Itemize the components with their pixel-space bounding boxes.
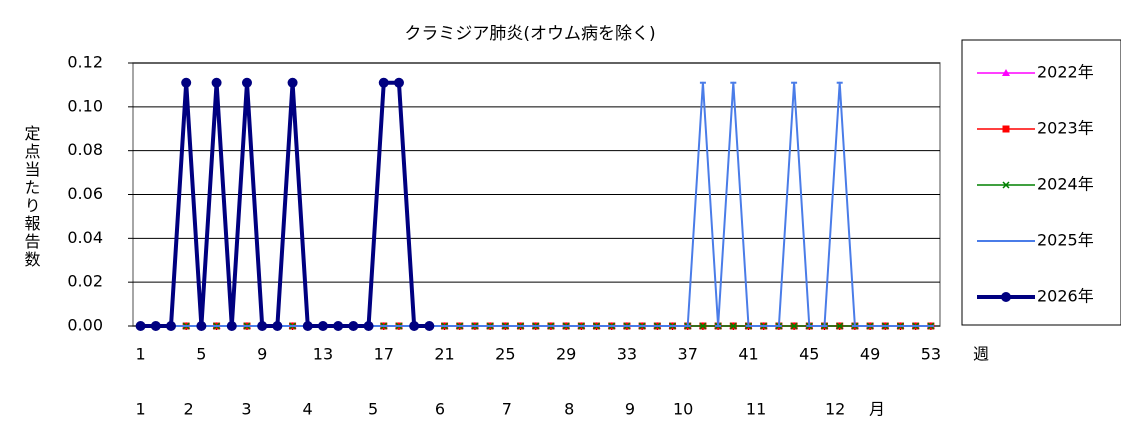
y-tick-label: 0.02 [67,272,103,291]
point [181,77,192,88]
point [317,321,328,331]
legend-marker [1002,69,1010,76]
point [348,321,359,331]
point [378,77,389,88]
y-tick-label: 0.08 [67,140,103,159]
point [699,322,707,330]
x-tick-label: 45 [799,345,819,364]
x-tick-label: 53 [921,345,941,364]
legend-label: 2024年 [1037,175,1094,194]
series-line [140,80,430,328]
point [241,77,252,88]
chart-title: クラミジア肺炎(オウム病を除く) [404,24,655,44]
month-label: 5 [368,400,378,419]
x-tick-label: 13 [313,345,333,364]
x-tick-label: 29 [556,345,576,364]
legend-label: 2023年 [1037,119,1094,138]
point [790,322,798,330]
month-label: 10 [673,400,693,419]
point [150,321,161,331]
month-label: 1 [136,400,146,419]
month-label: 3 [241,400,251,419]
point [393,77,404,88]
point [836,322,844,330]
y-tick-label: 0.04 [67,228,103,247]
x-tick-label: 1 [136,345,146,364]
legend-marker [1002,181,1010,189]
month-label: 12 [825,400,845,419]
month-label: 6 [435,400,445,419]
legend-label: 2026年 [1037,287,1094,306]
legend-marker [1002,125,1010,133]
series [135,77,435,331]
y-tick-label: 0.12 [67,53,103,72]
x-tick-label: 37 [678,345,698,364]
month-label: 2 [184,400,194,419]
point [287,77,298,88]
point [165,321,176,331]
x-tick-label: 49 [860,345,880,364]
legend-label: 2025年 [1037,231,1094,250]
point [409,321,420,331]
x-tick-label: 25 [495,345,515,364]
legend-box [961,39,1121,326]
point [729,322,737,330]
legend-label: 2022年 [1037,63,1094,82]
point [196,321,207,331]
month-label: 4 [303,400,313,419]
x-unit: 週 [973,345,989,364]
point [333,321,344,331]
month-unit: 月 [869,400,885,419]
point [226,321,237,331]
point [424,321,435,331]
point [272,321,283,331]
legend-marker [1001,292,1011,302]
point [302,321,313,331]
y-tick-label: 0.10 [67,96,103,115]
y-axis-label: 定点当たり報告数 [22,125,41,269]
month-label: 7 [502,400,512,419]
month-label: 9 [625,400,635,419]
x-tick-label: 33 [617,345,637,364]
x-tick-label: 21 [434,345,454,364]
x-tick-label: 5 [196,345,206,364]
y-tick-label: 0.06 [67,184,103,203]
point [257,321,268,331]
x-tick-label: 41 [738,345,758,364]
month-label: 8 [564,400,574,419]
point [211,77,222,88]
y-tick-label: 0.00 [67,316,103,335]
month-label: 11 [746,400,766,419]
x-tick-label: 9 [257,345,267,364]
point [363,321,374,331]
x-tick-label: 17 [374,345,394,364]
point [135,321,146,331]
